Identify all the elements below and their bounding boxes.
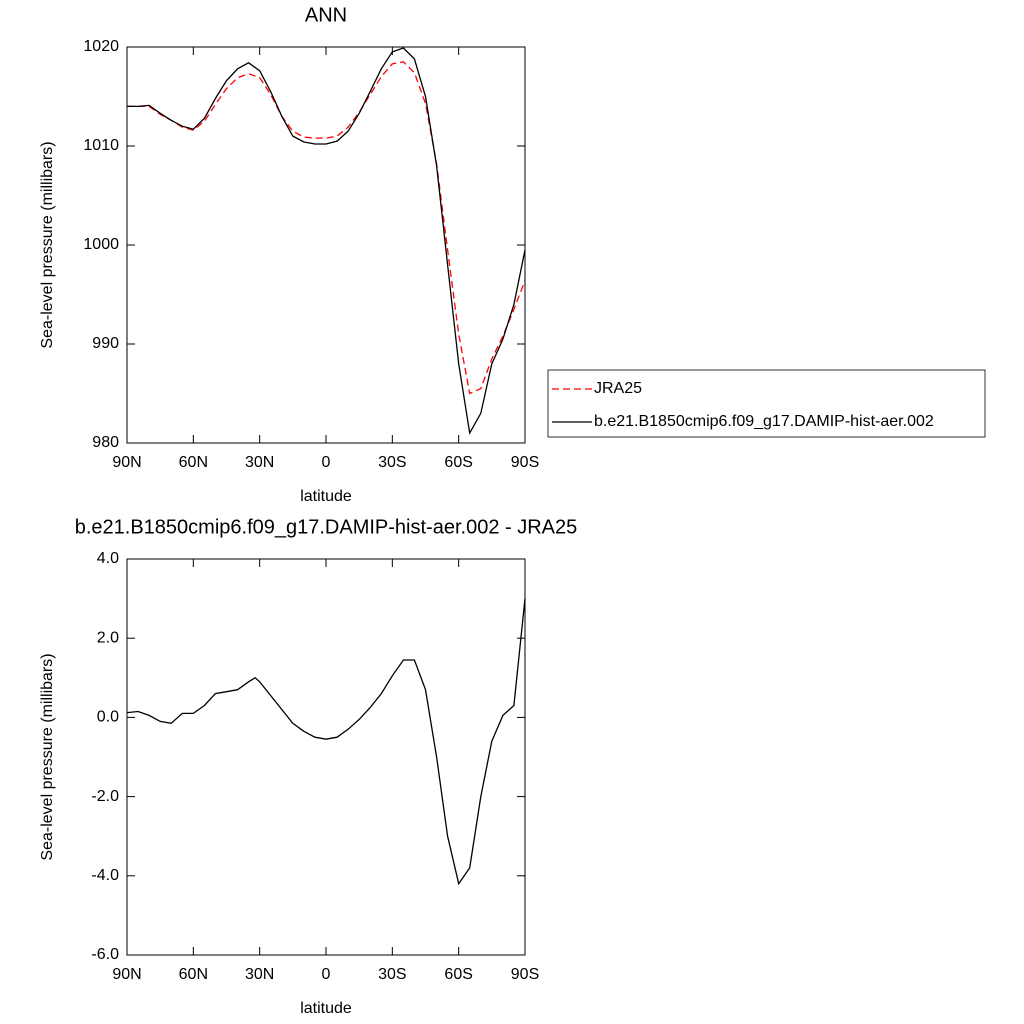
x-tick-label: 0 [322, 454, 331, 471]
x-tick-label: 0 [322, 966, 331, 983]
x-tick-label: 60N [179, 966, 208, 983]
x-tick-label: 30S [378, 966, 406, 983]
x-tick-label: 30N [245, 966, 274, 983]
x-tick-label: 90N [112, 966, 141, 983]
y-tick-label: 990 [92, 335, 119, 352]
x-tick-label: 60S [444, 966, 472, 983]
y-axis-label: Sea-level pressure (millibars) [39, 141, 56, 348]
data-line [127, 47, 526, 436]
y-tick-label: -2.0 [91, 788, 119, 805]
plot-frame [126, 558, 526, 956]
x-axis-label: latitude [300, 1000, 352, 1017]
legend-box [547, 369, 986, 438]
x-tick-label: 60S [444, 454, 472, 471]
y-tick-label: 1020 [83, 38, 119, 55]
data-line [127, 61, 526, 395]
chart-title: ANN [305, 4, 347, 26]
y-tick-label: -4.0 [91, 867, 119, 884]
y-tick-label: 4.0 [97, 550, 119, 567]
legend-label: JRA25 [594, 380, 642, 397]
x-tick-label: 30N [245, 454, 274, 471]
legend-label: b.e21.B1850cmip6.f09_g17.DAMIP-hist-aer.… [594, 413, 934, 430]
x-tick-label: 60N [179, 454, 208, 471]
plot-frame [126, 46, 526, 444]
x-tick-label: 90N [112, 454, 141, 471]
y-tick-label: 1010 [83, 137, 119, 154]
x-tick-label: 30S [378, 454, 406, 471]
y-tick-label: 1000 [83, 236, 119, 253]
data-line [126, 598, 526, 886]
y-axis-label: Sea-level pressure (millibars) [39, 653, 56, 860]
y-tick-label: -6.0 [91, 946, 119, 963]
x-axis-label: latitude [300, 488, 352, 505]
x-tick-label: 90S [511, 966, 539, 983]
y-tick-label: 0.0 [97, 709, 119, 726]
y-tick-label: 2.0 [97, 629, 119, 646]
y-tick-label: 980 [92, 434, 119, 451]
chart-title: b.e21.B1850cmip6.f09_g17.DAMIP-hist-aer.… [75, 516, 578, 538]
x-tick-label: 90S [511, 454, 539, 471]
